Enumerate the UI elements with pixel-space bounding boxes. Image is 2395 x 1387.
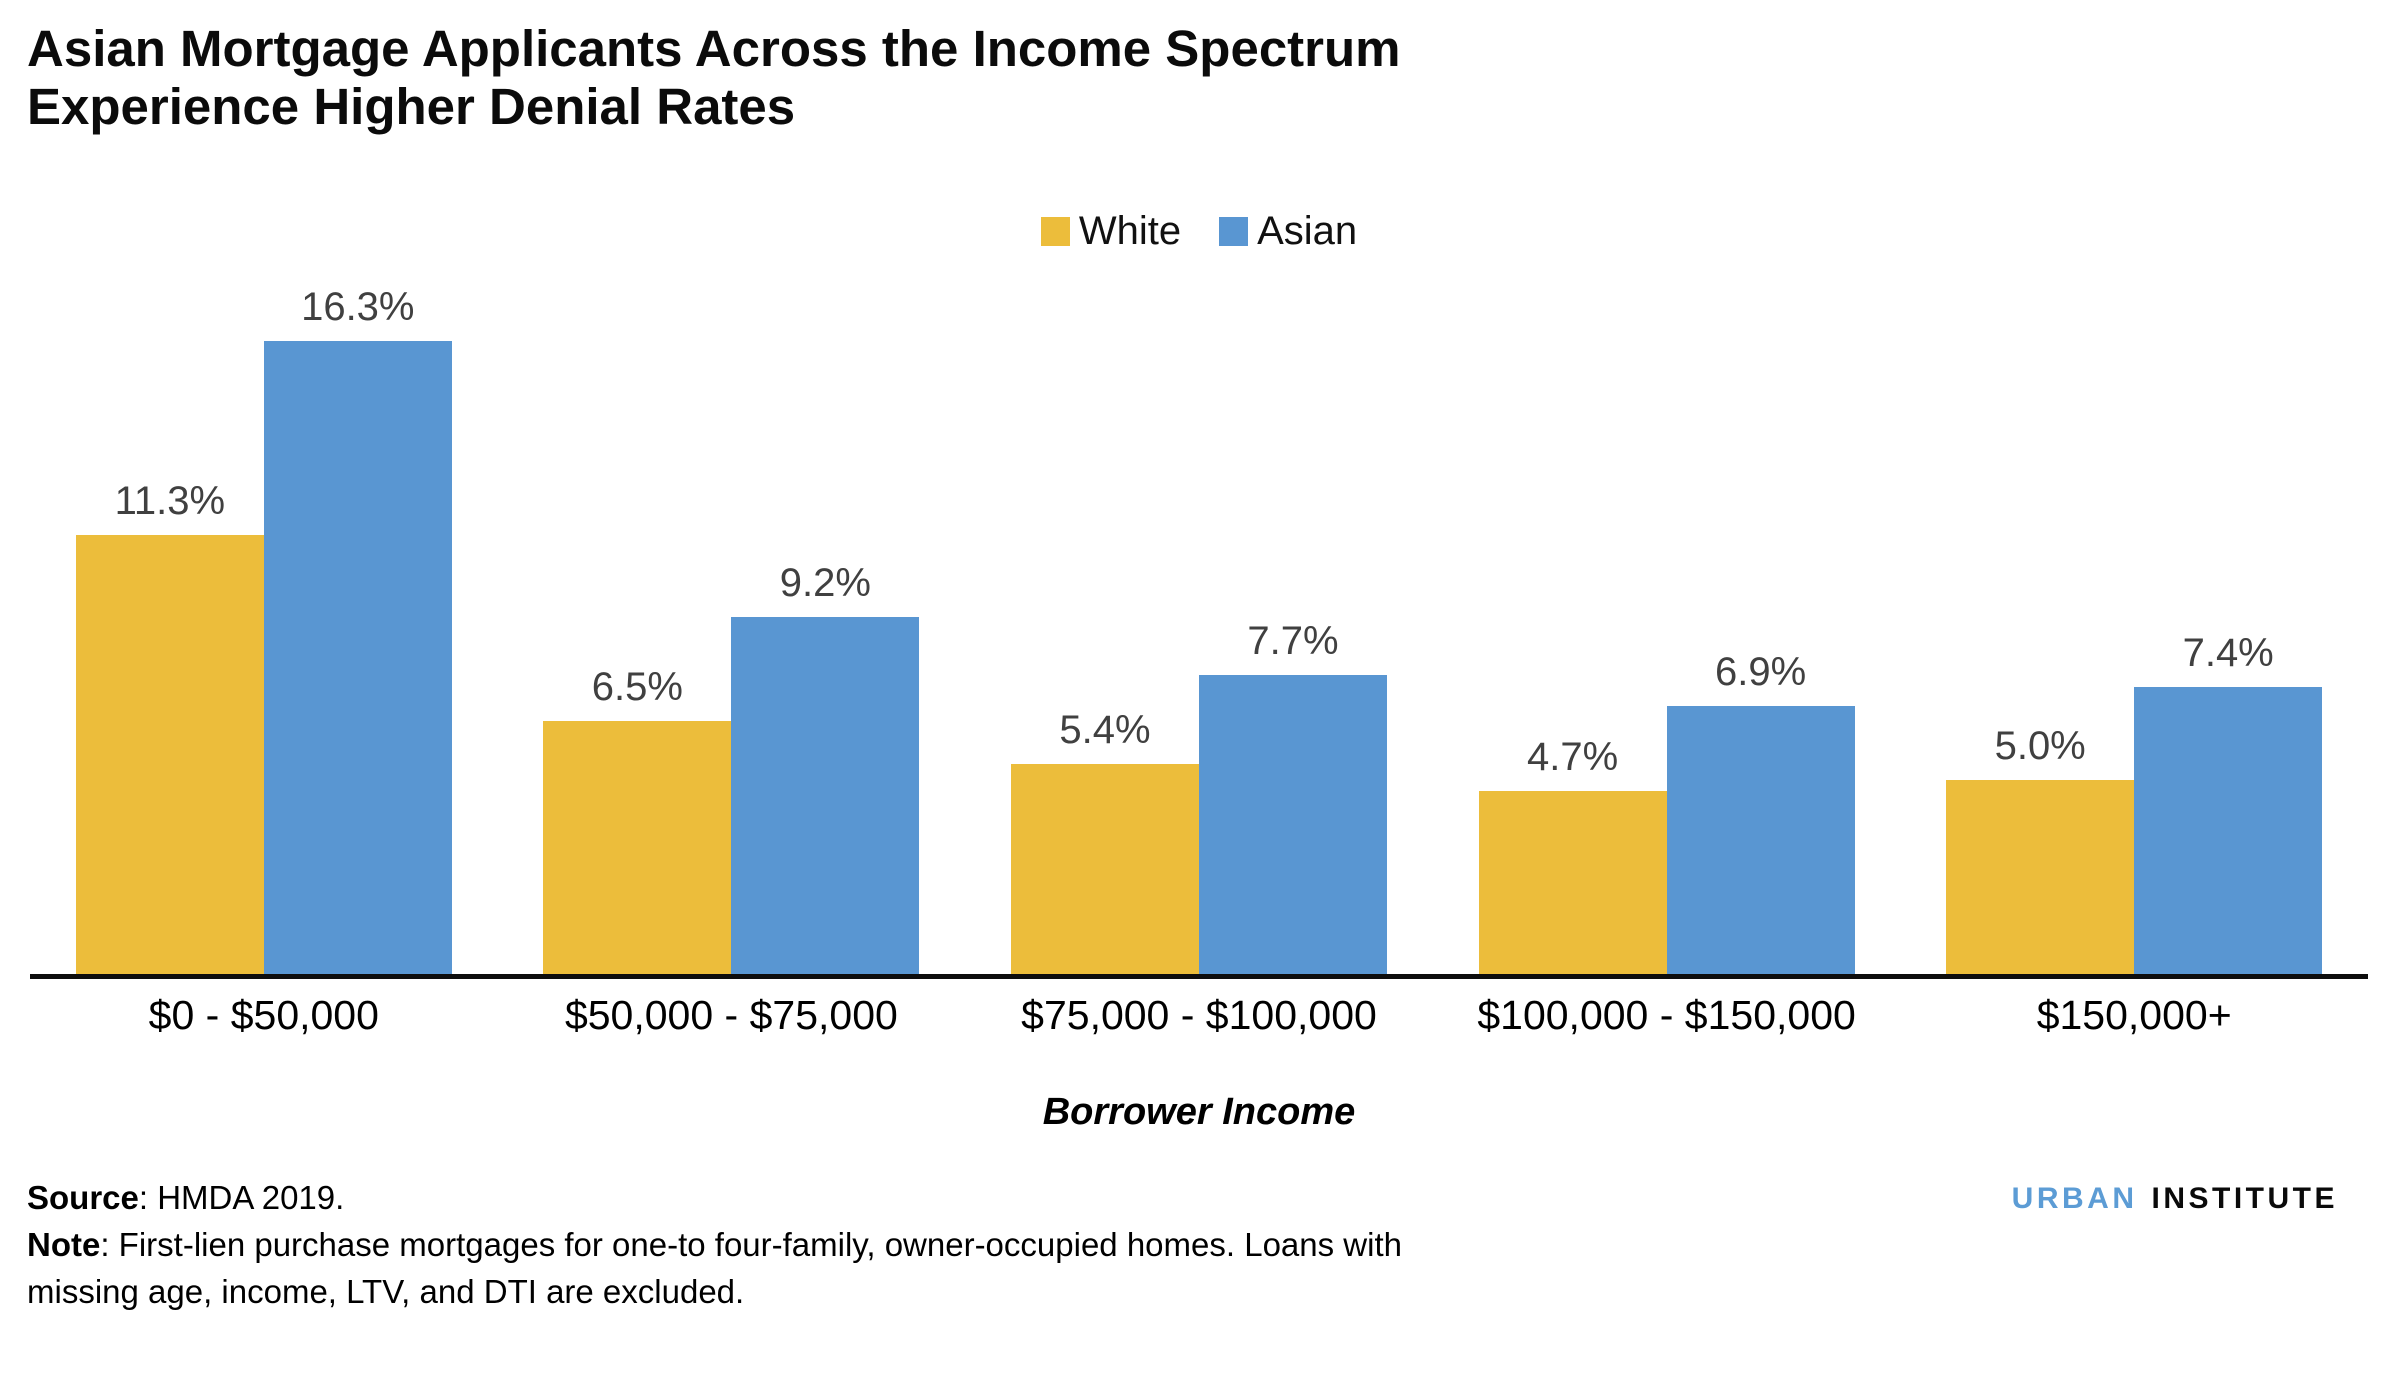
bar-white-4 bbox=[1946, 780, 2135, 974]
bar-asian-0 bbox=[263, 341, 452, 974]
legend-swatch-asian bbox=[1219, 216, 1249, 246]
logo-institute: INSTITUTE bbox=[2151, 1182, 2338, 1215]
bar-group-2: 5.4% 7.7% bbox=[965, 271, 1433, 974]
value-label-asian-2: 7.7% bbox=[1247, 619, 1339, 663]
category-label-4: $150,000+ bbox=[2036, 992, 2232, 1038]
category-label-2: $75,000 - $100,000 bbox=[1021, 992, 1377, 1038]
value-label-white-1: 6.5% bbox=[591, 665, 683, 709]
legend-item-asian: Asian bbox=[1219, 209, 1357, 254]
x-axis-line bbox=[30, 974, 2368, 979]
value-label-white-0: 11.3% bbox=[114, 479, 226, 523]
bar-asian-4 bbox=[2134, 687, 2323, 974]
bar-group-3: 4.7% 6.9% bbox=[1433, 271, 1901, 974]
bar-white-2 bbox=[1010, 764, 1199, 974]
chart-area: White Asian 11.3% 16.3% 6.5% 9.2% 5.4% 7.7% 4.7… bbox=[30, 208, 2368, 1134]
source-line: Source: HMDA 2019. bbox=[27, 1174, 1427, 1221]
bar-white-1 bbox=[543, 721, 732, 974]
source-note: Source: HMDA 2019. Note: First-lien purc… bbox=[27, 1174, 1427, 1315]
bar-asian-3 bbox=[1666, 706, 1855, 974]
value-label-white-2: 5.4% bbox=[1059, 708, 1151, 752]
bar-group-0: 11.3% 16.3% bbox=[30, 271, 498, 974]
bar-col-white-0: 11.3% bbox=[75, 271, 264, 974]
source-text: : HMDA 2019. bbox=[138, 1179, 345, 1216]
value-label-asian-4: 7.4% bbox=[2182, 631, 2274, 675]
chart-title: Asian Mortgage Applicants Across the Inc… bbox=[0, 0, 2395, 136]
bar-asian-1 bbox=[731, 617, 920, 974]
source-label: Source bbox=[27, 1179, 139, 1216]
chart-title-line2: Experience Higher Denial Rates bbox=[27, 78, 796, 135]
category-label-3: $100,000 - $150,000 bbox=[1477, 992, 1856, 1038]
legend-label: White bbox=[1078, 208, 1182, 253]
legend-swatch-white bbox=[1040, 216, 1070, 246]
plot-area: 11.3% 16.3% 6.5% 9.2% 5.4% 7.7% 4.7% 6.9% 5.0% 7.… bbox=[30, 271, 2368, 974]
logo-urban: URBAN bbox=[2011, 1182, 2138, 1215]
bar-group-4: 5.0% 7.4% bbox=[1900, 271, 2368, 974]
chart-title-line1: Asian Mortgage Applicants Across the Inc… bbox=[27, 20, 1401, 77]
category-label-0: $0 - $50,000 bbox=[148, 992, 379, 1038]
bar-col-asian-0: 16.3% bbox=[263, 271, 452, 974]
note-text: : First-lien purchase mortgages for one-… bbox=[27, 1226, 1402, 1310]
bar-col-white-3: 4.7% bbox=[1478, 271, 1667, 974]
bar-col-white-1: 6.5% bbox=[543, 271, 732, 974]
value-label-white-3: 4.7% bbox=[1526, 735, 1619, 779]
bar-asian-2 bbox=[1198, 675, 1387, 974]
legend-item-white: White bbox=[1040, 208, 1182, 254]
value-label-asian-0: 16.3% bbox=[301, 285, 415, 329]
x-axis-category-labels: $0 - $50,000 $50,000 - $75,000 $75,000 - $… bbox=[30, 992, 2368, 1039]
legend: White Asian bbox=[30, 208, 2368, 254]
bar-white-3 bbox=[1478, 791, 1667, 974]
value-label-asian-1: 9.2% bbox=[779, 561, 871, 605]
bar-white-0 bbox=[75, 535, 264, 974]
bar-col-asian-4: 7.4% bbox=[2134, 271, 2323, 974]
bar-group-1: 6.5% 9.2% bbox=[498, 271, 966, 974]
value-label-white-4: 5.0% bbox=[1994, 724, 2086, 768]
category-label-1: $50,000 - $75,000 bbox=[564, 992, 898, 1038]
bar-col-asian-1: 9.2% bbox=[731, 271, 920, 974]
legend-label: Asian bbox=[1257, 208, 1358, 253]
bar-col-asian-3: 6.9% bbox=[1666, 271, 1855, 974]
note-label: Note bbox=[27, 1226, 101, 1263]
bar-col-white-4: 5.0% bbox=[1946, 271, 2135, 974]
urban-institute-logo: URBAN INSTITUTE bbox=[2012, 1182, 2338, 1216]
bar-col-white-2: 5.4% bbox=[1010, 271, 1199, 974]
note-line: Note: First-lien purchase mortgages for … bbox=[27, 1221, 1427, 1315]
value-label-asian-3: 6.9% bbox=[1714, 650, 1807, 694]
footer: Source: HMDA 2019. Note: First-lien purc… bbox=[27, 1174, 2368, 1315]
bar-col-asian-2: 7.7% bbox=[1198, 271, 1387, 974]
x-axis-title: Borrower Income bbox=[1042, 1091, 1356, 1133]
